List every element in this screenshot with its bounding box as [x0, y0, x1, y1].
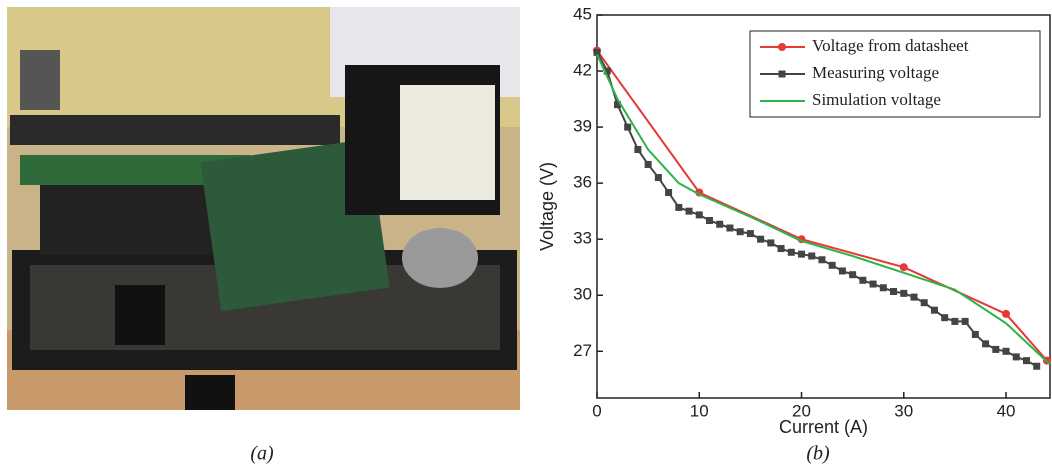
- point: [930, 306, 938, 314]
- point: [746, 230, 754, 238]
- point: [798, 250, 806, 258]
- chart: 27 30 33 36 39 42 45 0 10 20 30 40 Current (A) Voltag…: [537, 4, 1051, 437]
- point: [859, 276, 867, 284]
- point: [705, 217, 713, 225]
- x-axis-label: Current (A): [779, 417, 868, 437]
- point: [971, 330, 979, 338]
- point: [951, 317, 959, 325]
- point: [849, 271, 857, 279]
- point: [757, 235, 765, 243]
- point: [808, 252, 816, 260]
- caption: (a): [250, 443, 274, 465]
- point: [869, 280, 877, 288]
- legend-label: Voltage from datasheet: [812, 36, 969, 55]
- y-tick-label: 45: [573, 4, 592, 23]
- y-tick-label: 33: [573, 229, 592, 248]
- y-tick-label: 39: [573, 117, 592, 136]
- caption: (b): [806, 443, 830, 465]
- point: [1002, 309, 1011, 318]
- point: [787, 248, 795, 256]
- x-tick-label: 10: [690, 401, 709, 420]
- point: [675, 203, 683, 211]
- point: [777, 245, 785, 253]
- series-line: [596, 53, 1051, 366]
- point: [818, 256, 826, 264]
- point: [1012, 353, 1020, 361]
- point: [982, 340, 990, 348]
- point: [890, 288, 898, 296]
- point: [665, 188, 673, 196]
- point: [879, 284, 887, 292]
- series-line: [596, 49, 1048, 362]
- point: [695, 211, 703, 219]
- legend-marker: [778, 70, 786, 78]
- point: [1033, 362, 1041, 370]
- point: [920, 299, 928, 307]
- legend-marker: [778, 43, 786, 51]
- point: [992, 345, 1000, 353]
- point: [899, 263, 908, 272]
- point: [1022, 357, 1030, 365]
- point: [685, 207, 693, 215]
- plot-frame: [596, 14, 1051, 399]
- point: [1002, 347, 1010, 355]
- y-tick-label: 36: [573, 173, 592, 192]
- y-axis-label: Voltage (V): [537, 162, 557, 251]
- point: [644, 160, 652, 168]
- x-tick-label: 20: [792, 401, 811, 420]
- point: [828, 261, 836, 269]
- point: [726, 224, 734, 232]
- x-tick-label: 0: [592, 401, 601, 420]
- legend-label: Simulation voltage: [812, 90, 941, 109]
- y-tick-label: 27: [573, 341, 592, 360]
- point: [838, 267, 846, 275]
- y-tick-label: 30: [573, 285, 592, 304]
- legend: Voltage from datasheet Measuring voltage S…: [749, 30, 1041, 118]
- point: [941, 314, 949, 322]
- point: [900, 289, 908, 297]
- point: [603, 67, 611, 75]
- point: [634, 146, 642, 154]
- point: [593, 48, 601, 56]
- y-tick-label: 42: [573, 61, 592, 80]
- point: [767, 239, 775, 247]
- x-tick-label: 30: [894, 401, 913, 420]
- point: [736, 228, 744, 236]
- point: [613, 101, 621, 109]
- point: [961, 317, 969, 325]
- x-tick-label: 40: [997, 401, 1016, 420]
- legend-label: Measuring voltage: [812, 63, 939, 82]
- photo: [7, 7, 520, 410]
- point: [624, 123, 632, 131]
- point: [910, 293, 918, 301]
- point: [654, 174, 662, 182]
- point: [716, 220, 724, 228]
